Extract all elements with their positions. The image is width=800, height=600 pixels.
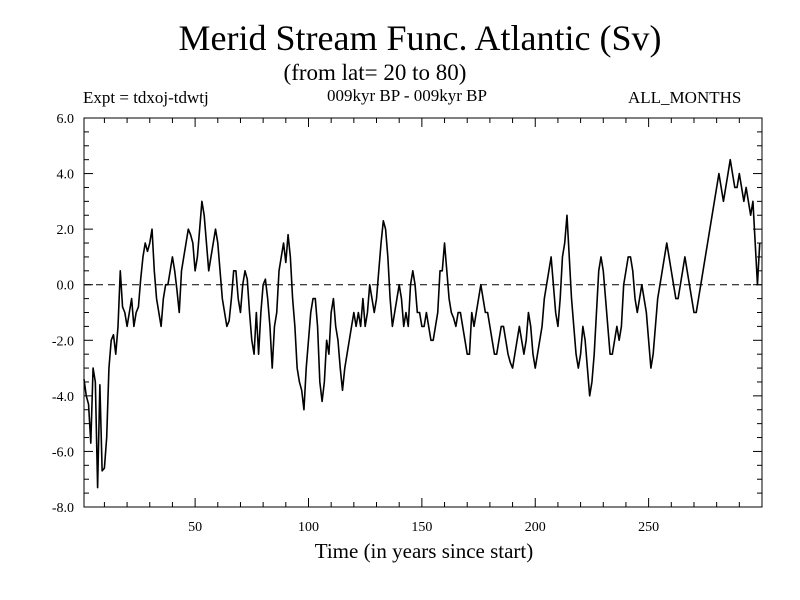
x-tick-label: 150 — [411, 520, 432, 535]
axis-tick-labels: -8.0 -6.0 -4.0 -2.0 0.0 2.0 4.0 6.0 50 100 150 200 2… — [52, 112, 659, 535]
y-tick-label: 2.0 — [57, 223, 75, 238]
y-tick-label: 0.0 — [57, 279, 75, 294]
series-line — [83, 158, 761, 489]
experiment-label: Expt = tdxoj-tdwtj — [83, 88, 209, 107]
axis-ticks — [84, 117, 763, 508]
x-tick-label: 50 — [188, 520, 202, 535]
y-tick-label: 6.0 — [57, 112, 75, 127]
x-axis-title: Time (in years since start) — [314, 539, 534, 563]
x-tick-label: 100 — [298, 520, 319, 535]
months-label: ALL_MONTHS — [628, 88, 742, 107]
period-label: 009kyr BP - 009kyr BP — [327, 86, 487, 105]
chart-subtitle: (from lat= 20 to 80) — [283, 60, 467, 85]
y-tick-label: -4.0 — [52, 390, 74, 405]
x-tick-label: 200 — [525, 520, 546, 535]
chart-title: Merid Stream Func. Atlantic (Sv) — [178, 18, 662, 58]
y-tick-label: -2.0 — [52, 334, 74, 349]
y-tick-label: 4.0 — [57, 168, 75, 183]
plot-frame — [83, 117, 763, 508]
y-tick-label: -6.0 — [52, 445, 74, 460]
x-tick-label: 250 — [638, 520, 659, 535]
y-tick-label: -8.0 — [52, 501, 74, 516]
